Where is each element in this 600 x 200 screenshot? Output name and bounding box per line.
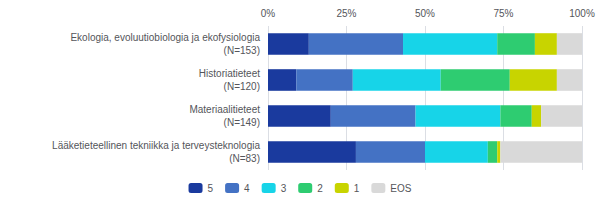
svg-text:EOS: EOS [390, 183, 411, 194]
svg-text:Lääketieteellinen tekniikka ja: Lääketieteellinen tekniikka ja terveyste… [52, 140, 260, 151]
svg-text:1: 1 [354, 183, 360, 194]
svg-text:75%: 75% [493, 8, 513, 19]
svg-text:2: 2 [317, 183, 323, 194]
svg-text:50%: 50% [415, 8, 435, 19]
svg-text:100%: 100% [569, 8, 595, 19]
svg-text:Materiaalitieteet: Materiaalitieteet [189, 104, 260, 115]
svg-text:(N=153): (N=153) [224, 45, 260, 56]
svg-text:3: 3 [281, 183, 287, 194]
svg-text:0%: 0% [261, 8, 276, 19]
svg-text:Ekologia, evoluutiobiologia ja: Ekologia, evoluutiobiologia ja ekofysiol… [70, 32, 260, 43]
svg-text:5: 5 [208, 183, 214, 194]
svg-text:4: 4 [244, 183, 250, 194]
svg-text:(N=83): (N=83) [229, 153, 260, 164]
svg-text:25%: 25% [336, 8, 356, 19]
svg-text:(N=120): (N=120) [224, 81, 260, 92]
svg-text:Historiatieteet: Historiatieteet [199, 68, 260, 79]
svg-text:(N=149): (N=149) [224, 117, 260, 128]
